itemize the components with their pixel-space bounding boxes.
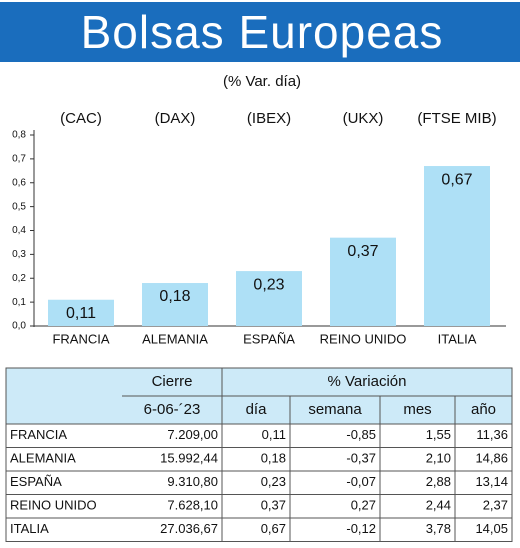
table-cell: -0,12 [346,521,376,536]
y-tick-label: 0,1 [12,297,26,308]
bar [424,166,490,326]
table-cell: 2,37 [483,498,508,513]
row-label: FRANCIA [10,427,67,442]
x-tick-label: ALEMANIA [142,331,208,346]
x-tick-label: ITALIA [438,331,477,346]
y-tick-label: 0,2 [12,273,26,284]
table-border [5,367,513,542]
table-cell: 7.628,10 [167,498,218,513]
y-tick-label: 0,7 [12,154,26,165]
row-label: ESPAÑA [10,474,62,489]
table-cell: 11,36 [476,427,508,442]
table-cell: 9.310,80 [167,474,218,489]
table-cell: 15.992,44 [160,451,218,466]
y-tick-label: 0,6 [12,177,26,188]
table-cell: 13,14 [475,474,508,489]
table-cell: 0,18 [261,451,286,466]
table-cell: -0,85 [346,427,376,442]
bar [330,237,396,326]
table-cell: 0,27 [351,498,376,513]
bar [236,271,302,326]
table-cell: -0,07 [346,474,376,489]
table-cell: 1,55 [426,427,451,442]
x-tick-label: REINO UNIDO [320,331,407,346]
table-cell: -0,37 [346,451,376,466]
table-cell: 0,11 [262,427,286,442]
y-tick-label: 0,4 [12,225,26,236]
column-header: mes [403,401,431,418]
column-header: 6-06-´23 [144,401,201,418]
table-cell: 0,23 [261,474,286,489]
y-tick-label: 0,3 [12,249,26,260]
table-cell: 7.209,00 [167,427,218,442]
column-header: día [246,401,268,418]
value-label: 0,18 [159,288,190,305]
value-label: 0,67 [441,171,472,188]
index-label: (IBEX) [247,110,291,127]
y-tick-label: 0,8 [12,130,26,141]
row-label: ITALIA [10,521,49,536]
row-label: REINO UNIDO [10,498,97,513]
value-label: 0,23 [253,276,284,293]
y-tick-label: 0,0 [12,321,26,332]
y-tick-label: 0,5 [12,201,26,212]
table-cell: 0,37 [261,498,286,513]
table-cell: 27.036,67 [160,521,218,536]
bar [142,283,208,326]
chart-subtitle: (% Var. día) [223,73,301,90]
value-label: 0,11 [66,305,96,322]
table-cell: 2,10 [426,451,451,466]
column-header: semana [308,401,362,418]
title-banner [0,2,520,62]
bar [48,299,114,326]
table-cell: 0,67 [261,521,286,536]
table-cell: 14,86 [475,451,508,466]
table-cell: 2,44 [426,498,451,513]
group-header: Cierre [152,373,193,390]
index-label: (FTSE MIB) [417,110,496,127]
index-label: (DAX) [155,110,196,127]
table-cell: 2,88 [426,474,451,489]
table-cell: 14,05 [475,521,508,536]
x-tick-label: FRANCIA [52,331,109,346]
index-label: (UKX) [343,110,384,127]
index-label: (CAC) [60,110,102,127]
table-cell: 3,78 [426,521,451,536]
x-tick-label: ESPAÑA [243,331,295,346]
column-header: año [471,401,496,418]
value-label: 0,37 [347,243,378,260]
chart-title: Bolsas Europeas [81,6,444,58]
row-label: ALEMANIA [10,451,76,466]
group-header: % Variación [328,373,407,390]
